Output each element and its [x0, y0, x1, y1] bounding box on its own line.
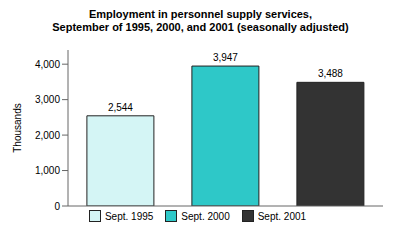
svg-text:1,000: 1,000	[35, 165, 60, 176]
svg-text:3,488: 3,488	[318, 68, 343, 79]
svg-text:2,544: 2,544	[108, 102, 133, 113]
html-text:Sept. 2001: Sept. 2001	[257, 210, 307, 222]
svg-text:3,947: 3,947	[213, 52, 238, 63]
svg-text:4,000: 4,000	[35, 59, 60, 70]
html-text:Employment in personnel supply: Employment in personnel supply services,…	[52, 8, 349, 33]
svg-text:2,000: 2,000	[35, 130, 60, 141]
svg-text:0: 0	[54, 201, 60, 212]
html-text:Sept. 1995: Sept. 1995	[104, 210, 154, 222]
html-text:Sept. 2000: Sept. 2000	[181, 210, 230, 222]
svg-text:3,000: 3,000	[35, 94, 60, 105]
svg-text:Thousands: Thousands	[12, 103, 23, 152]
